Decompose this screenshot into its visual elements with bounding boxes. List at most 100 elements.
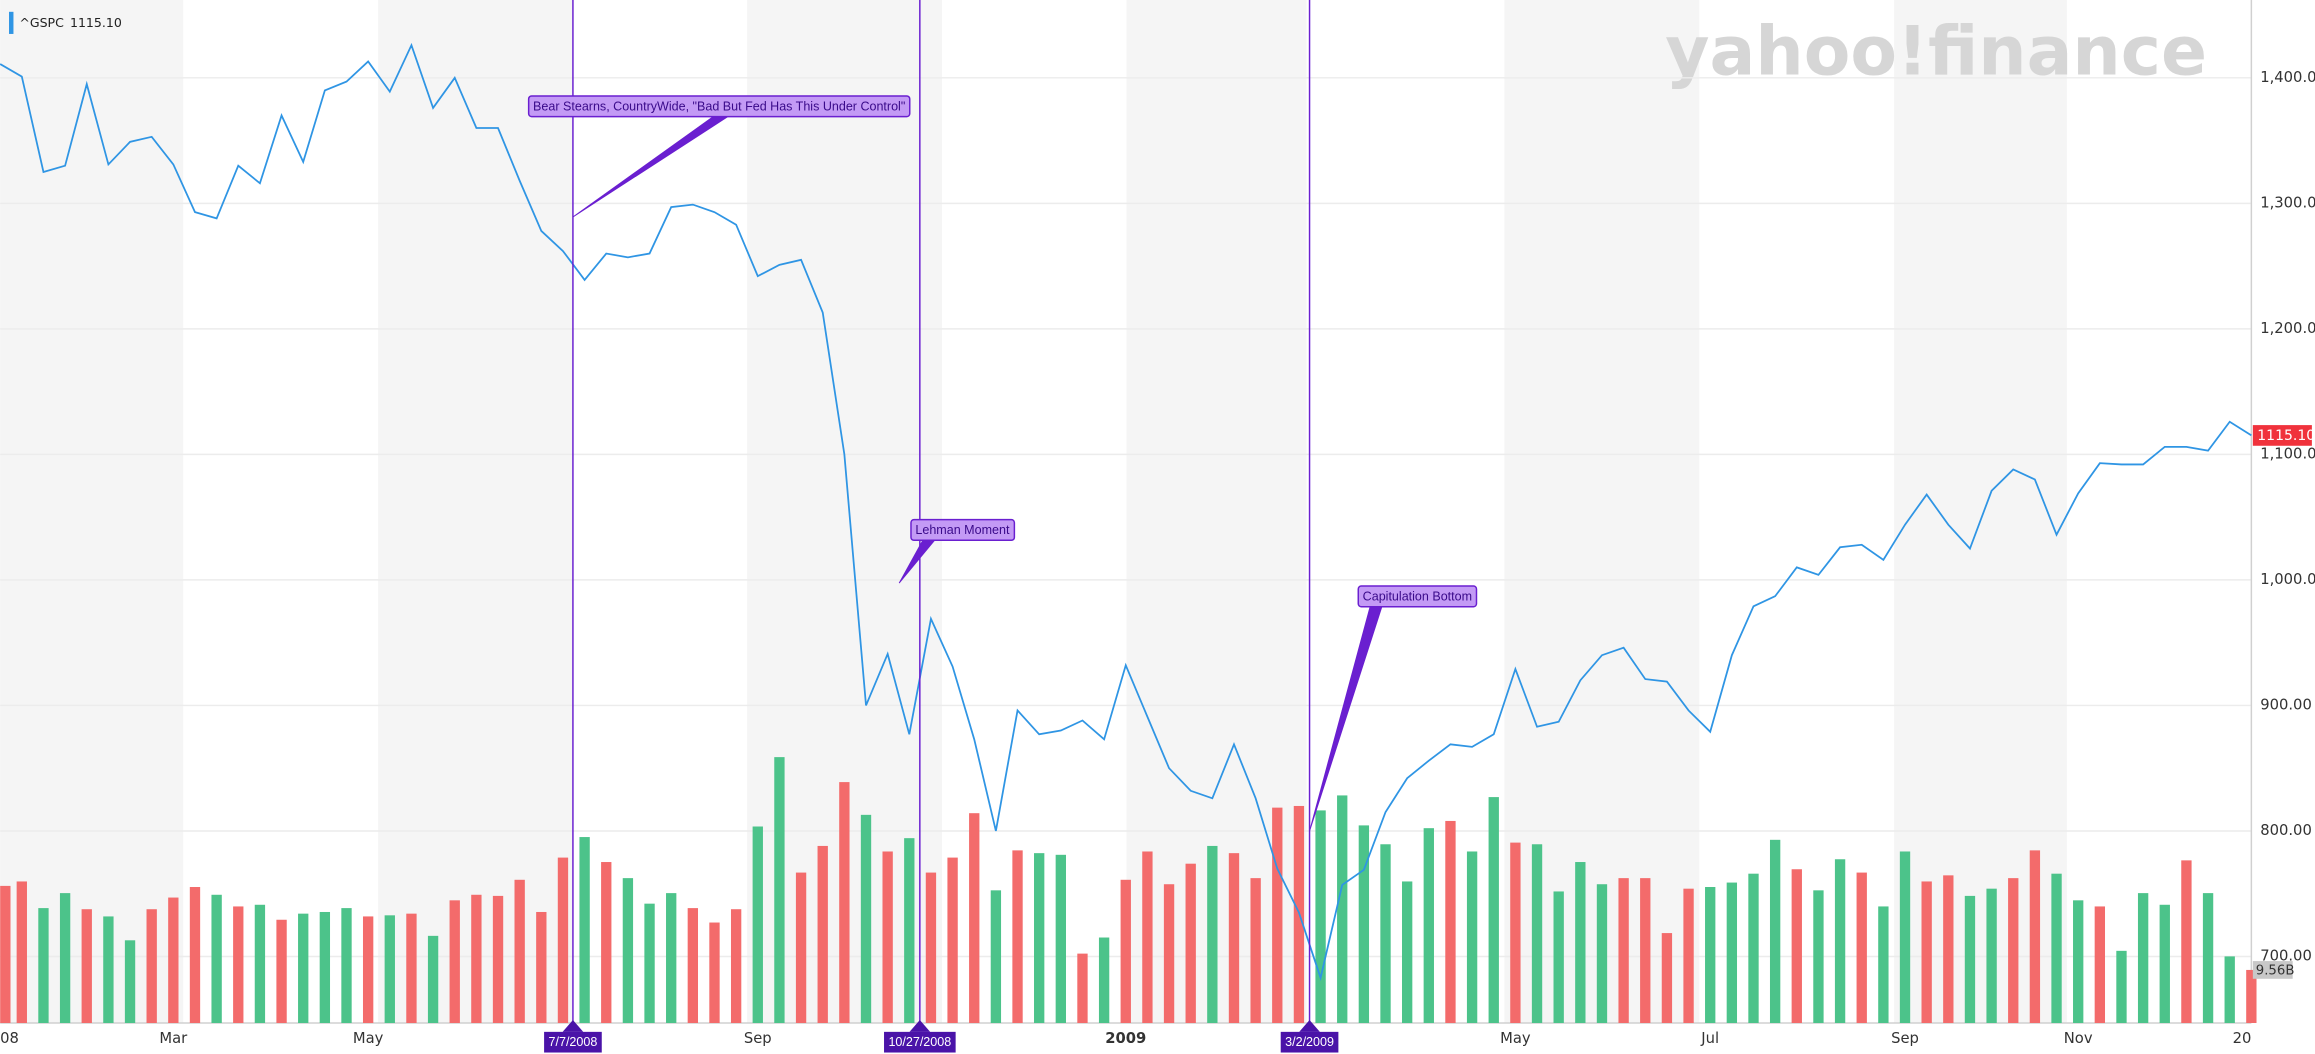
volume-bar	[103, 916, 114, 1023]
volume-bar	[1250, 878, 1261, 1023]
volume-bar	[2073, 900, 2084, 1023]
volume-bar	[947, 857, 958, 1023]
volume-bar	[492, 895, 504, 1023]
volume-bar	[1380, 844, 1391, 1023]
date-box	[544, 1031, 602, 1053]
volume-bar	[233, 906, 244, 1023]
volume-bar	[0, 885, 11, 1023]
volume-bar	[211, 894, 222, 1023]
volume-bar	[1921, 881, 1932, 1023]
volume-bar	[2116, 950, 2127, 1023]
callout-box	[910, 518, 1016, 542]
volume-bar	[1098, 937, 1110, 1023]
x-tick-label: 2009	[1105, 1030, 1146, 1047]
volume-bar	[1726, 882, 1738, 1023]
volume-bar	[990, 890, 1002, 1023]
last-price-tag	[2252, 425, 2312, 446]
volume-bar	[1228, 853, 1240, 1023]
date-box	[884, 1031, 956, 1053]
volume-bar	[1163, 884, 1175, 1023]
volume-bar	[1077, 953, 1088, 1023]
callout-box	[1357, 585, 1478, 608]
price-line	[0, 42, 2252, 982]
volume-bar	[1423, 828, 1434, 1023]
volume-bar	[579, 837, 590, 1023]
volume-bar	[1531, 844, 1543, 1023]
volume-bar	[1986, 888, 1997, 1023]
volume-bar	[2029, 850, 2041, 1023]
date-marker	[562, 1020, 584, 1032]
volume-bar	[730, 909, 742, 1023]
volume-bar	[1813, 890, 1824, 1023]
volume-bar	[687, 908, 699, 1023]
y-tick-label: 800.00	[2260, 822, 2312, 839]
legend-value: 1115.10	[70, 15, 122, 30]
x-tick-label: May	[1500, 1030, 1531, 1047]
volume-label: 9.56B	[2256, 964, 2295, 979]
volume-bar	[427, 935, 439, 1023]
volume-bar	[146, 909, 157, 1023]
volume-bar	[2051, 873, 2062, 1023]
volume-bar	[1055, 854, 1066, 1023]
last-price-label: 1115.10	[2257, 428, 2315, 444]
month-band	[1894, 0, 2067, 1023]
x-tick-label: May	[353, 1030, 384, 1047]
volume-bar	[2181, 860, 2192, 1023]
volume-bar	[1596, 884, 1608, 1023]
volume-bar	[59, 893, 71, 1023]
volume-bar	[904, 838, 915, 1023]
callout-text: Lehman Moment	[915, 523, 1010, 537]
volume-bar	[2137, 893, 2149, 1023]
callout-text: Capitulation Bottom	[1363, 589, 1472, 603]
volume-bar	[839, 782, 850, 1023]
volume-bar	[1683, 888, 1694, 1023]
volume-bar	[666, 893, 677, 1023]
month-band	[0, 0, 184, 1023]
volume-bar	[1445, 820, 1456, 1023]
volume-bar	[752, 826, 763, 1023]
x-tick-label: Mar	[159, 1030, 188, 1047]
volume-bar	[189, 887, 201, 1023]
volume-bar	[1466, 851, 1478, 1023]
volume-bar	[882, 851, 893, 1023]
y-tick-label: 1,200.00	[2260, 320, 2315, 337]
volume-bar	[1142, 851, 1153, 1023]
y-tick-label: 1,100.00	[2260, 445, 2315, 462]
volume-bar	[168, 897, 179, 1023]
x-tick-label: Nov	[2064, 1030, 2093, 1047]
volume-bar	[254, 904, 266, 1023]
volume-bar	[2159, 904, 2170, 1023]
volume-bar	[1488, 797, 1499, 1023]
volume-bar	[1943, 875, 1954, 1023]
volume-bar	[1034, 853, 1045, 1023]
volume-bar	[2246, 969, 2257, 1023]
callout-box	[527, 95, 911, 118]
volume-bar	[1401, 881, 1413, 1023]
callout-text: Bear Stearns, CountryWide, "Bad But Fed …	[533, 99, 905, 113]
date-label: 3/2/2009	[1285, 1035, 1334, 1049]
volume-bar	[38, 908, 49, 1023]
volume-bar	[81, 909, 92, 1023]
volume-bar	[2202, 893, 2214, 1023]
volume-bar	[124, 940, 136, 1023]
volume-bar	[1878, 906, 1889, 1023]
volume-bar	[2094, 906, 2106, 1023]
volume-bar	[16, 881, 27, 1023]
volume-bar	[1899, 851, 1911, 1023]
volume-bar	[1705, 887, 1716, 1023]
y-tick-label: 700.00	[2260, 947, 2312, 964]
y-tick-label: 1,400.00	[2260, 69, 2315, 86]
volume-bar	[1575, 862, 1586, 1023]
volume-bar	[1618, 878, 1629, 1023]
date-label: 7/7/2008	[549, 1035, 598, 1049]
y-tick-label: 1,000.00	[2260, 571, 2315, 588]
volume-bar	[2008, 878, 2019, 1023]
x-tick-label: 20	[2233, 1030, 2252, 1047]
volume-bar	[514, 879, 525, 1023]
date-box	[1280, 1031, 1339, 1053]
volume-bar	[860, 814, 872, 1023]
month-band	[378, 0, 573, 1023]
volume-bar	[341, 908, 352, 1023]
volume-bar	[406, 913, 417, 1023]
